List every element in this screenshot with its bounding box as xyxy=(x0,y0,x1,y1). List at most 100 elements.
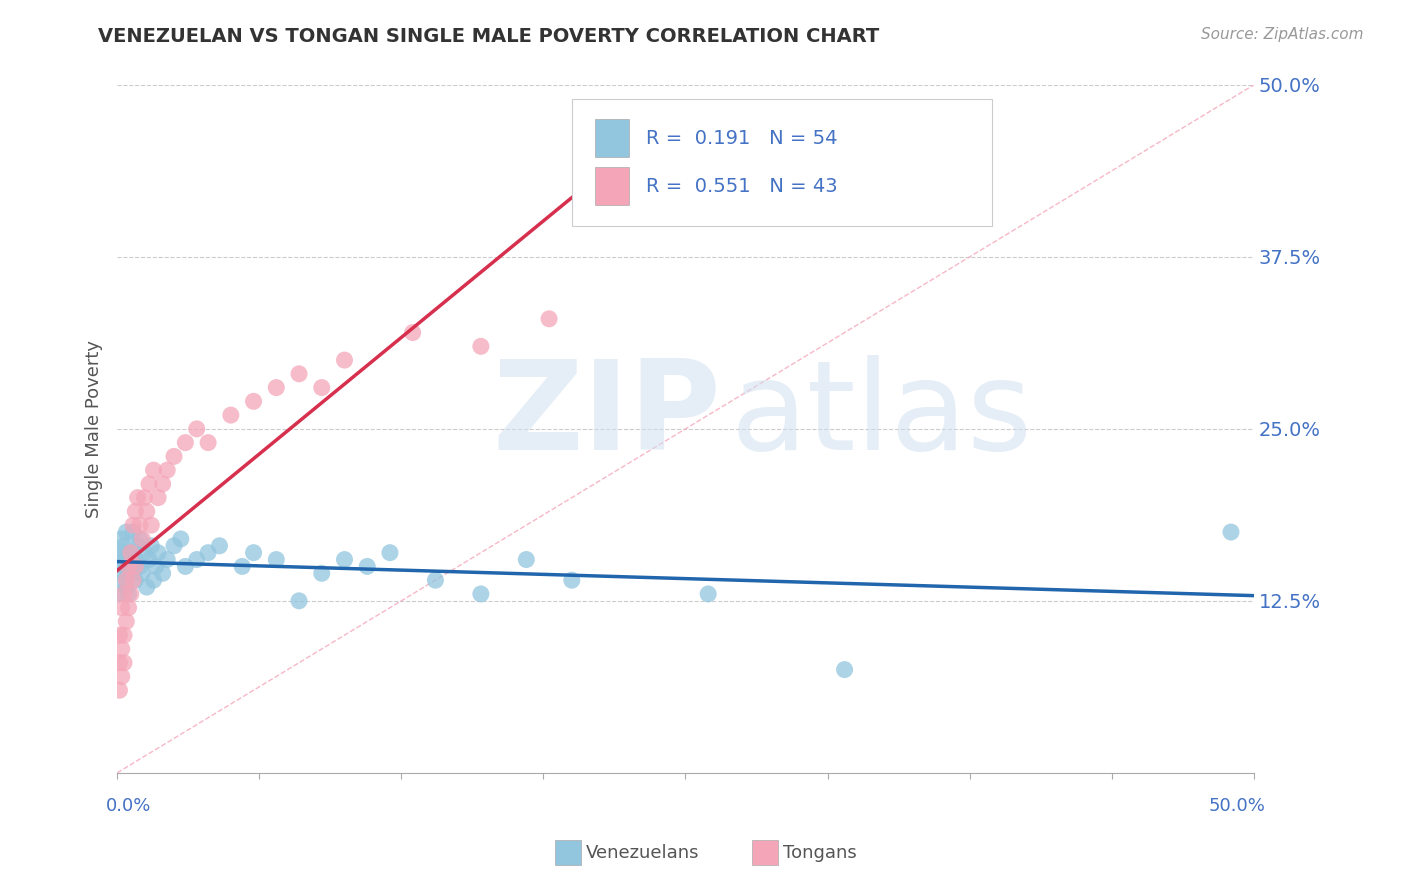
Point xyxy=(425,573,447,587)
Point xyxy=(266,552,288,566)
Point xyxy=(156,463,179,477)
Text: 0.0%: 0.0% xyxy=(105,797,152,814)
Point xyxy=(112,656,135,670)
Point xyxy=(538,311,561,326)
Text: Tongans: Tongans xyxy=(783,844,856,862)
Point xyxy=(163,539,186,553)
Point xyxy=(186,552,208,566)
Point xyxy=(115,580,138,594)
Point xyxy=(131,566,153,581)
Point xyxy=(134,491,156,505)
Point xyxy=(122,524,145,539)
Point xyxy=(112,573,135,587)
Text: 50.0%: 50.0% xyxy=(1208,797,1265,814)
Point xyxy=(120,559,142,574)
Point xyxy=(111,642,134,657)
Point xyxy=(117,546,139,560)
Point xyxy=(111,546,134,560)
Point xyxy=(174,435,197,450)
Point xyxy=(117,559,139,574)
Point xyxy=(142,463,165,477)
Text: R =  0.551   N = 43: R = 0.551 N = 43 xyxy=(645,178,838,196)
Point xyxy=(112,539,135,553)
Point xyxy=(120,546,142,560)
Bar xyxy=(595,168,628,205)
Point xyxy=(231,559,253,574)
Point xyxy=(112,559,135,574)
Point xyxy=(127,539,149,553)
Point xyxy=(515,552,537,566)
Point xyxy=(163,450,186,464)
Text: R =  0.191   N = 54: R = 0.191 N = 54 xyxy=(645,129,837,148)
Point xyxy=(120,587,142,601)
Point xyxy=(108,587,131,601)
Point xyxy=(122,573,145,587)
Point xyxy=(124,504,146,518)
Point xyxy=(197,546,219,560)
Point xyxy=(197,435,219,450)
Point xyxy=(138,476,160,491)
Point xyxy=(288,594,311,608)
Point xyxy=(470,339,492,353)
Point xyxy=(117,587,139,601)
Point xyxy=(208,539,231,553)
Point xyxy=(124,559,146,574)
Point xyxy=(152,476,174,491)
Text: ZIP: ZIP xyxy=(492,355,721,475)
Point xyxy=(561,573,583,587)
Point xyxy=(108,683,131,698)
Point xyxy=(242,394,264,409)
Point xyxy=(174,559,197,574)
Point xyxy=(124,552,146,566)
Point xyxy=(219,408,242,422)
Point xyxy=(111,566,134,581)
Point xyxy=(127,491,149,505)
Point xyxy=(402,326,425,340)
Point xyxy=(124,573,146,587)
Text: atlas: atlas xyxy=(731,355,1033,475)
Text: VENEZUELAN VS TONGAN SINGLE MALE POVERTY CORRELATION CHART: VENEZUELAN VS TONGAN SINGLE MALE POVERTY… xyxy=(98,27,880,45)
Point xyxy=(135,504,157,518)
Point xyxy=(142,573,165,587)
Point xyxy=(146,491,169,505)
Y-axis label: Single Male Poverty: Single Male Poverty xyxy=(86,340,103,518)
Text: Source: ZipAtlas.com: Source: ZipAtlas.com xyxy=(1201,27,1364,42)
Point xyxy=(111,532,134,546)
Point xyxy=(112,628,135,642)
Point xyxy=(470,587,492,601)
Point xyxy=(129,559,152,574)
Point xyxy=(115,615,138,629)
Point xyxy=(145,559,167,574)
Point xyxy=(120,566,142,581)
Bar xyxy=(595,120,628,157)
Point xyxy=(242,546,264,560)
Point xyxy=(146,546,169,560)
Point xyxy=(311,381,333,395)
Point xyxy=(108,656,131,670)
Point xyxy=(141,539,163,553)
FancyBboxPatch shape xyxy=(572,99,993,226)
Point xyxy=(115,573,138,587)
Point xyxy=(311,566,333,581)
Point xyxy=(111,669,134,683)
Point xyxy=(117,566,139,581)
Point xyxy=(135,580,157,594)
Point xyxy=(131,532,153,546)
Point xyxy=(288,367,311,381)
Point xyxy=(186,422,208,436)
Point xyxy=(170,532,193,546)
Point xyxy=(129,532,152,546)
Point xyxy=(134,546,156,560)
Point xyxy=(112,587,135,601)
Point xyxy=(115,524,138,539)
Point xyxy=(108,628,131,642)
Point xyxy=(111,600,134,615)
Point xyxy=(141,518,163,533)
Point xyxy=(115,552,138,566)
Text: Venezuelans: Venezuelans xyxy=(586,844,700,862)
Point xyxy=(333,552,356,566)
Point xyxy=(834,663,856,677)
Point xyxy=(333,353,356,368)
Point xyxy=(122,518,145,533)
Point xyxy=(266,381,288,395)
